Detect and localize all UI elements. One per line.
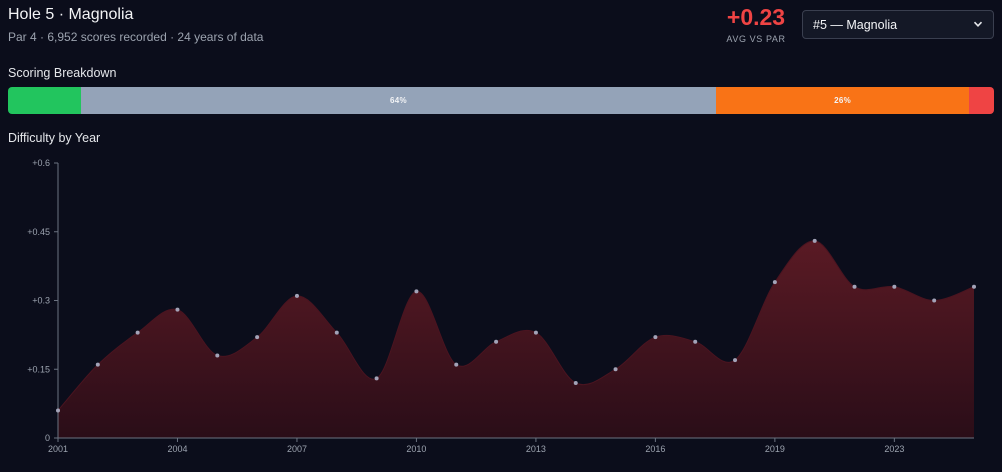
y-tick-label: 0 [45,433,50,443]
breakdown-segment-birdie [8,87,81,114]
data-point [374,376,379,381]
data-point [772,280,777,285]
data-point [852,284,857,289]
x-tick-label: 2010 [406,444,426,454]
x-tick-label: 2023 [884,444,904,454]
data-point [334,330,339,335]
y-tick-label: +0.45 [27,227,50,237]
page-subtitle: Par 4 · 6,952 scores recorded · 24 years… [8,30,264,44]
data-point [733,358,738,363]
x-tick-label: 2016 [645,444,665,454]
data-point [972,284,976,289]
data-point [255,335,260,340]
avg-vs-par-stat: +0.23 AVG VS PAR [716,3,796,44]
data-point [95,362,100,367]
avg-vs-par-value: +0.23 [726,4,786,30]
data-point [533,330,538,335]
hole-select-value: #5 — Magnolia [813,17,898,32]
breakdown-segment-par: 64% [80,87,716,114]
x-tick-label: 2004 [167,444,187,454]
x-tick-label: 2007 [287,444,307,454]
breakdown-segment-double [969,87,994,114]
y-tick-label: +0.3 [32,296,50,306]
data-point [56,408,60,413]
data-point [653,335,658,340]
data-point [573,381,578,385]
breakdown-title: Scoring Breakdown [8,66,117,80]
x-tick-label: 2013 [526,444,546,454]
breakdown-segment-bogey: 26% [715,87,970,114]
data-point [932,298,937,303]
data-point [494,339,499,344]
avg-vs-par-label: AVG VS PAR [726,34,786,44]
y-tick-label: +0.6 [32,158,50,168]
scoring-breakdown-bar: 64% 26% [8,87,994,114]
difficulty-chart: 0 +0.15 +0.3 +0.45 +0.6 2001 2004 2007 2010 2013 2… [27,158,976,454]
x-tick-label: 2001 [48,444,68,454]
data-point [613,367,618,372]
y-tick-label: +0.15 [27,364,50,374]
data-point [175,307,180,312]
data-point [414,289,419,294]
data-point [693,339,698,344]
data-point [812,238,817,243]
data-point [454,362,459,367]
difficulty-area [58,240,974,438]
data-point [215,353,220,358]
chevron-down-icon [973,18,983,32]
data-point [294,293,299,298]
data-point [892,284,897,289]
chart-title: Difficulty by Year [8,131,101,145]
x-tick-label: 2019 [765,444,785,454]
page-title: Hole 5 · Magnolia [8,6,134,23]
hole-select[interactable]: #5 — Magnolia [802,10,994,39]
data-point [135,330,140,335]
